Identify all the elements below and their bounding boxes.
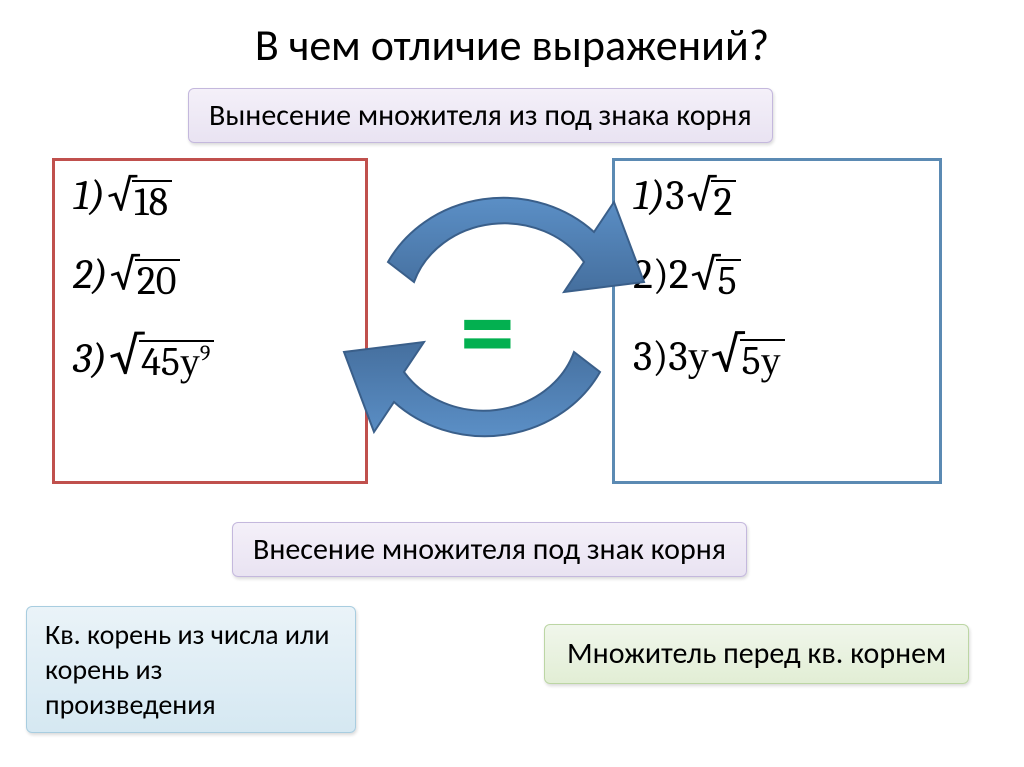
sqrt-icon: √2: [687, 176, 737, 222]
label: 3): [633, 336, 668, 378]
label: 2): [633, 254, 669, 296]
left-expr-1: 1) √18: [73, 175, 347, 222]
sqrt-icon: √5у: [711, 333, 785, 381]
right-expr-2: 2) 2 √5: [633, 254, 921, 301]
pill-multiplier: Множитель перед кв. корнем: [544, 624, 969, 684]
pill-extract: Вынесение множителя из под знака корня: [188, 88, 773, 143]
right-expressions-box: 1) 3 √2 2) 2 √5 3) 3у √5у: [612, 158, 942, 484]
page-title: В чем отличие выражений?: [0, 0, 1024, 72]
pill-sqrt-product: Кв. корень из числа или корень из произв…: [26, 606, 356, 733]
equals-sign: =: [460, 264, 515, 399]
coef: 3: [665, 175, 684, 217]
coef: 3у: [668, 336, 708, 378]
pill-insert: Внесение множителя под знак корня: [232, 522, 747, 577]
main-area: 1) √18 2) √20 3) √45у9 1) 3 √2 2): [0, 150, 1024, 500]
sqrt-icon: √45у9: [109, 333, 214, 382]
left-expr-2: 2) √20: [73, 254, 347, 301]
sqrt-icon: √18: [107, 176, 172, 222]
sqrt-icon: √20: [110, 255, 180, 301]
label: 2): [73, 254, 108, 296]
label: 3): [73, 338, 107, 380]
coef: 2: [669, 254, 689, 296]
left-expr-3: 3) √45у9: [73, 333, 347, 382]
left-expressions-box: 1) √18 2) √20 3) √45у9: [52, 158, 368, 484]
right-expr-3: 3) 3у √5у: [633, 333, 921, 381]
right-expr-1: 1) 3 √2: [633, 175, 921, 222]
sqrt-icon: √5: [691, 255, 741, 301]
label: 1): [633, 175, 665, 217]
label: 1): [73, 175, 105, 217]
